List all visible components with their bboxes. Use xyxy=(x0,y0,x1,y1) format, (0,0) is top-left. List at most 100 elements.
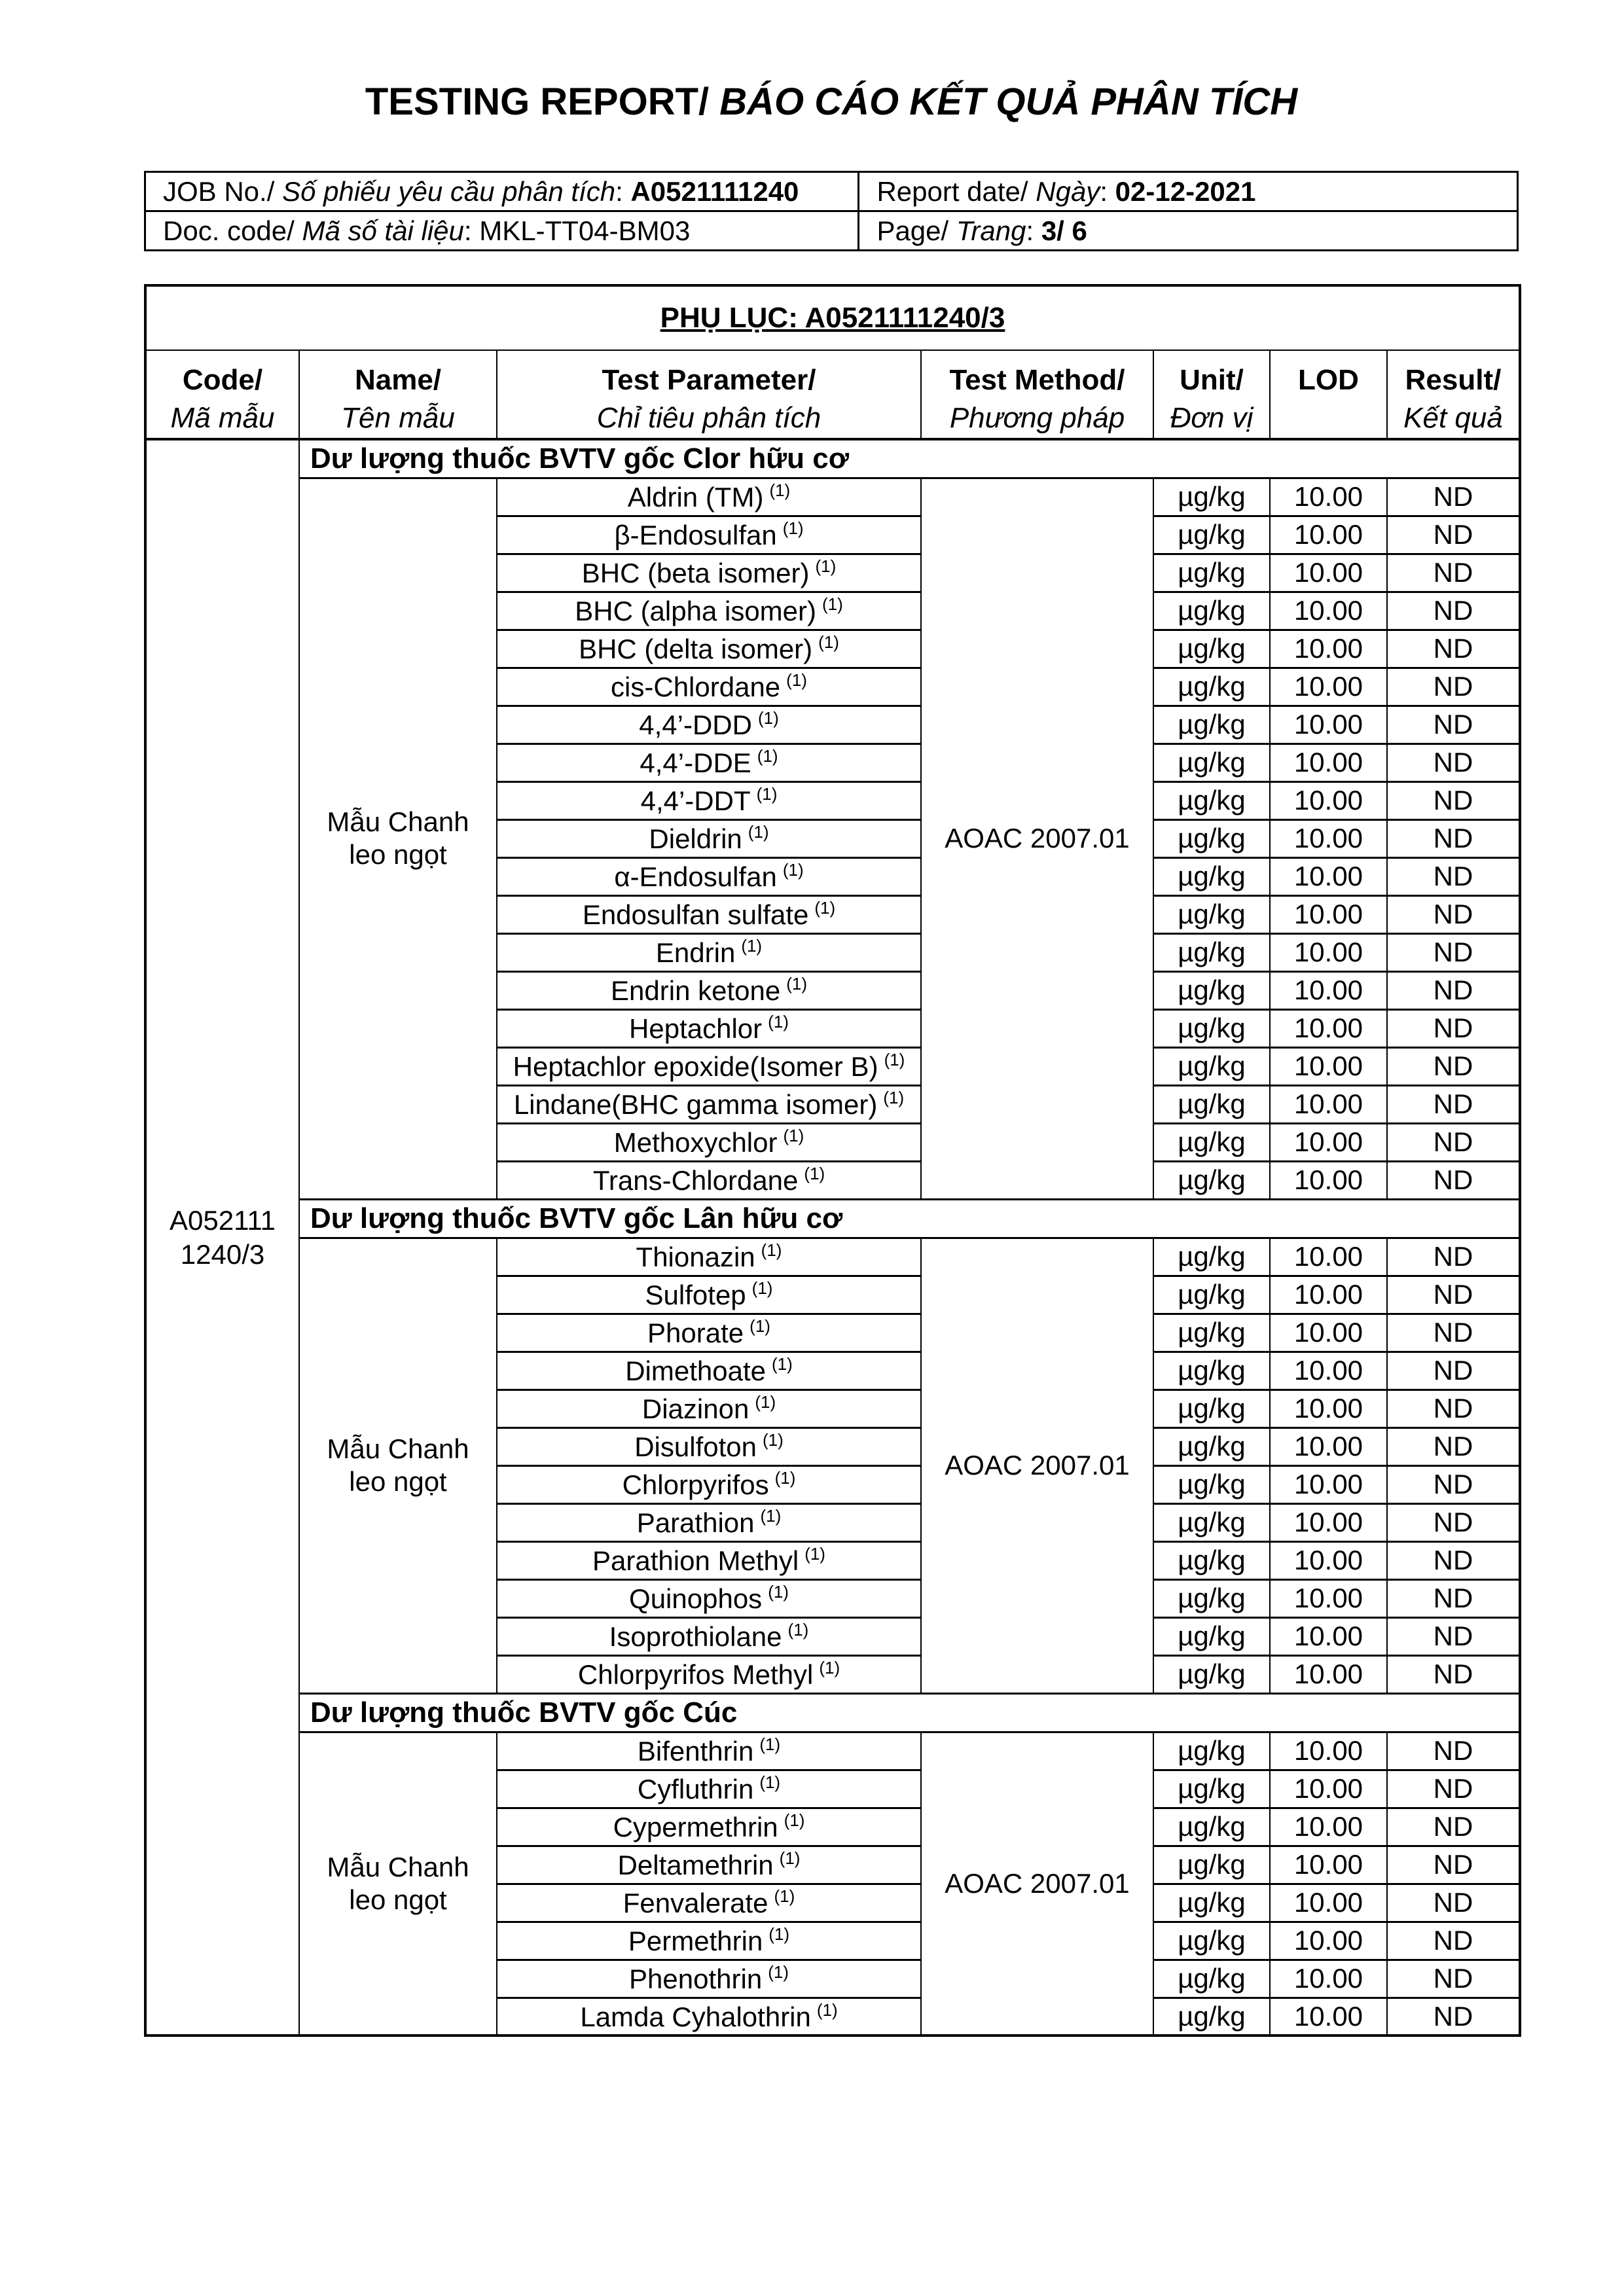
result-cell: ND xyxy=(1386,1350,1521,1391)
section-header-row: Dư lượng thuốc BVTV gốc Lân hữu cơ xyxy=(145,1198,1521,1238)
param-footnote: (1) xyxy=(804,1164,825,1183)
col-header-parameter-vi: Chỉ tiêu phân tích xyxy=(596,402,821,434)
sample-name-cell: Mẫu Chanh leo ngọt xyxy=(298,1236,497,1695)
param-cell: Aldrin (TM) (1) xyxy=(496,476,922,517)
job-no-value: A0521111240 xyxy=(630,175,799,207)
param-name: Endrin xyxy=(655,937,736,968)
param-footnote: (1) xyxy=(884,1050,905,1069)
param-cell: Quinophos (1) xyxy=(496,1578,922,1619)
result-cell: ND xyxy=(1386,1160,1521,1200)
lod-cell: 10.00 xyxy=(1269,1274,1388,1315)
result-cell: ND xyxy=(1386,1236,1521,1277)
page-label-en: Page/ xyxy=(876,215,956,246)
unit-cell: µg/kg xyxy=(1153,1958,1271,1999)
info-row-1: JOB No./ Số phiếu yêu cầu phân tích: A05… xyxy=(143,171,1519,212)
param-name: Heptachlor epoxide(Isomer B) xyxy=(513,1051,878,1082)
unit-cell: µg/kg xyxy=(1153,704,1271,745)
info-row-2: Doc. code/ Mã số tài liệu: MKL-TT04-BM03… xyxy=(143,210,1519,251)
col-header-method: Test Method/Phương pháp xyxy=(920,350,1154,440)
param-name: Methoxychlor xyxy=(613,1127,778,1158)
param-cell: 4,4’-DDE (1) xyxy=(496,742,922,783)
lod-cell: 10.00 xyxy=(1269,932,1388,973)
result-cell: ND xyxy=(1386,1312,1521,1353)
param-name: Fenvalerate xyxy=(623,1888,768,1918)
unit-cell: µg/kg xyxy=(1153,1046,1271,1086)
job-no-cell: JOB No./ Số phiếu yêu cầu phân tích: A05… xyxy=(143,171,860,212)
report-title-en: TESTING REPORT/ xyxy=(365,81,710,123)
table-row: Isoprothiolane (1) µg/kg 10.00 ND xyxy=(145,1616,1521,1657)
param-name: Diazinon xyxy=(641,1393,749,1424)
lod-cell: 10.00 xyxy=(1269,1920,1388,1961)
lod-cell: 10.00 xyxy=(1269,590,1388,631)
param-cell: BHC (delta isomer) (1) xyxy=(496,628,922,669)
param-name: Chlorpyrifos xyxy=(622,1469,769,1500)
unit-cell: µg/kg xyxy=(1153,1654,1271,1695)
table-row: Trans-Chlordane (1) µg/kg 10.00 ND xyxy=(145,1160,1521,1200)
param-name: Dimethoate xyxy=(625,1355,766,1386)
lod-cell: 10.00 xyxy=(1269,1731,1388,1771)
result-cell: ND xyxy=(1386,1768,1521,1809)
param-cell: Diazinon (1) xyxy=(496,1388,922,1429)
unit-cell: µg/kg xyxy=(1153,1502,1271,1543)
job-no-label-vi: Số phiếu yêu cầu phân tích xyxy=(282,175,616,207)
lod-cell: 10.00 xyxy=(1269,514,1388,555)
param-name: Quinophos xyxy=(629,1583,763,1614)
table-row: Methoxychlor (1) µg/kg 10.00 ND xyxy=(145,1122,1521,1162)
section-header: Dư lượng thuốc BVTV gốc Cúc xyxy=(298,1693,1521,1732)
table-row: Mẫu Chanh leo ngọt Aldrin (TM) (1) AOAC 200… xyxy=(145,476,1521,1200)
result-cell: ND xyxy=(1386,628,1521,669)
param-name: Lindane(BHC gamma isomer) xyxy=(513,1089,878,1120)
param-cell: Endosulfan sulfate (1) xyxy=(496,894,922,935)
param-footnote: (1) xyxy=(768,1582,789,1602)
col-header-method-en: Test Method/ xyxy=(949,364,1125,396)
param-footnote: (1) xyxy=(760,1506,782,1526)
unit-cell: µg/kg xyxy=(1153,1882,1271,1923)
col-header-unit-en: Unit/ xyxy=(1180,364,1244,396)
param-cell: Dieldrin (1) xyxy=(496,818,922,859)
lod-cell: 10.00 xyxy=(1269,552,1388,593)
param-name: Cyfluthrin xyxy=(637,1774,754,1804)
param-cell: Sulfotep (1) xyxy=(496,1274,922,1315)
param-footnote: (1) xyxy=(756,784,778,804)
param-cell: Deltamethrin (1) xyxy=(496,1844,922,1885)
table-row: Endrin ketone (1) µg/kg 10.00 ND xyxy=(145,970,1521,1011)
col-header-code-vi: Mã mẫu xyxy=(170,402,275,434)
table-row: Phorate (1) µg/kg 10.00 ND xyxy=(145,1312,1521,1353)
result-cell: ND xyxy=(1386,1882,1521,1923)
table-row: Parathion (1) µg/kg 10.00 ND xyxy=(145,1502,1521,1543)
table-row: Heptachlor epoxide(Isomer B) (1) µg/kg 10.0… xyxy=(145,1046,1521,1086)
unit-cell: µg/kg xyxy=(1153,1426,1271,1467)
param-name: Aldrin (TM) xyxy=(627,482,764,512)
result-cell: ND xyxy=(1386,1122,1521,1162)
unit-cell: µg/kg xyxy=(1153,1996,1271,2037)
param-footnote: (1) xyxy=(768,1962,789,1982)
lod-cell: 10.00 xyxy=(1269,1008,1388,1049)
param-cell: Thionazin (1) xyxy=(496,1236,922,1277)
result-cell: ND xyxy=(1386,818,1521,859)
param-footnote: (1) xyxy=(779,1848,801,1868)
lod-cell: 10.00 xyxy=(1269,628,1388,669)
lod-cell: 10.00 xyxy=(1269,476,1388,517)
param-name: Phorate xyxy=(647,1318,744,1348)
unit-cell: µg/kg xyxy=(1153,1236,1271,1277)
result-cell: ND xyxy=(1386,932,1521,973)
sample-name-cell: Mẫu Chanh leo ngọt xyxy=(298,476,497,1200)
table-row: β-Endosulfan (1) µg/kg 10.00 ND xyxy=(145,514,1521,555)
result-cell: ND xyxy=(1386,1958,1521,1999)
result-cell: ND xyxy=(1386,1388,1521,1429)
lod-cell: 10.00 xyxy=(1269,1882,1388,1923)
param-cell: BHC (alpha isomer) (1) xyxy=(496,590,922,631)
lod-cell: 10.00 xyxy=(1269,1084,1388,1124)
lod-cell: 10.00 xyxy=(1269,1654,1388,1695)
lod-cell: 10.00 xyxy=(1269,1958,1388,1999)
table-row: 4,4’-DDT (1) µg/kg 10.00 ND xyxy=(145,780,1521,821)
section-header: Dư lượng thuốc BVTV gốc Clor hữu cơ xyxy=(298,439,1521,478)
info-table: JOB No./ Số phiếu yêu cầu phân tích: A05… xyxy=(143,171,1519,251)
page-number-cell: Page/ Trang: 3/ 6 xyxy=(857,210,1519,251)
param-footnote: (1) xyxy=(816,2000,838,2020)
method-cell: AOAC 2007.01 xyxy=(920,476,1154,1200)
lod-cell: 10.00 xyxy=(1269,666,1388,707)
result-cell: ND xyxy=(1386,1008,1521,1049)
table-row: Disulfoton (1) µg/kg 10.00 ND xyxy=(145,1426,1521,1467)
sample-code-cell: A052111 1240/3 xyxy=(145,439,300,2036)
